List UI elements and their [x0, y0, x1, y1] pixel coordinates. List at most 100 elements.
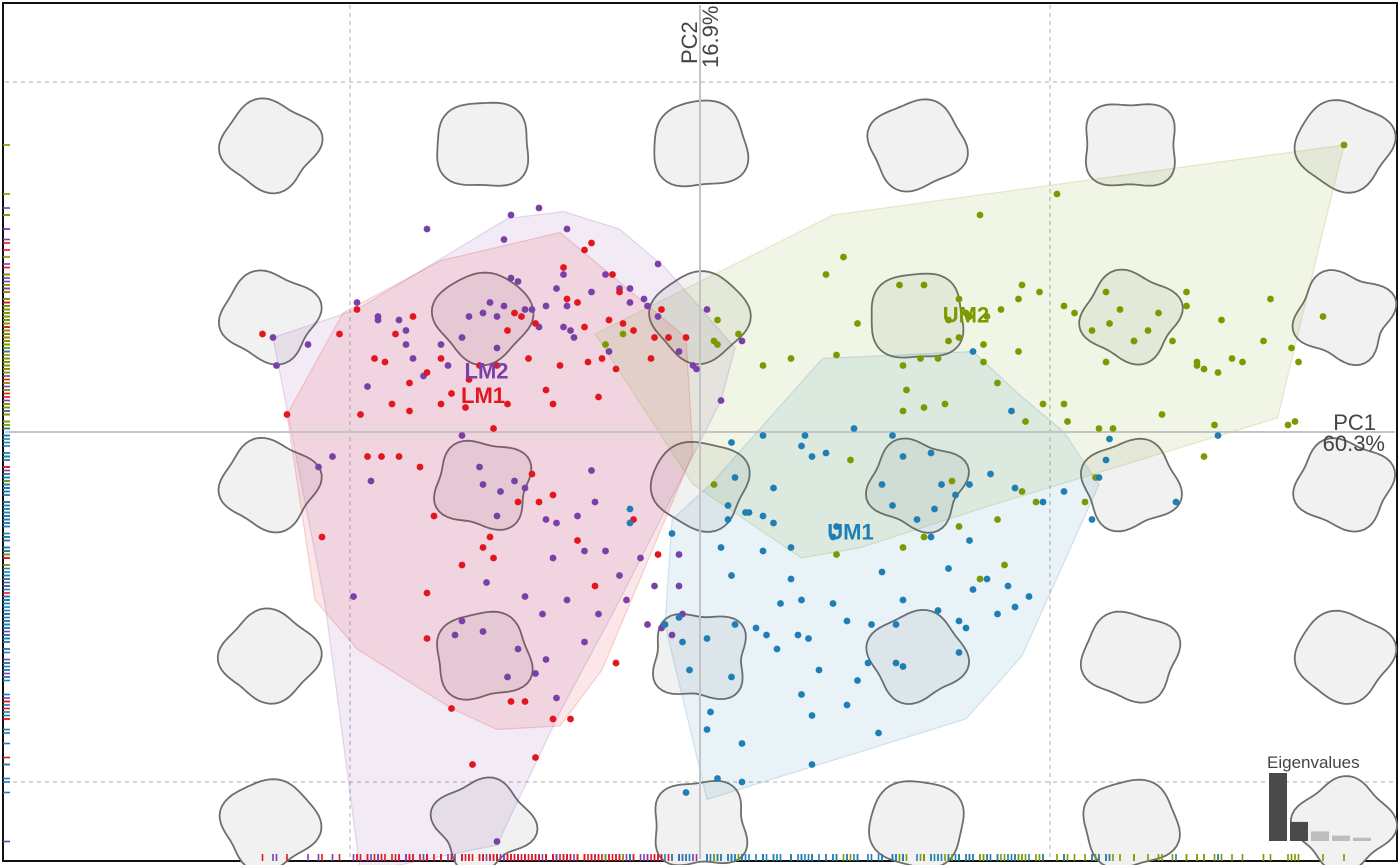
point-lm1 — [605, 316, 613, 324]
point-lm2 — [493, 838, 501, 845]
point-um1 — [728, 572, 735, 579]
point-um2 — [1291, 418, 1299, 425]
point-lm2 — [567, 327, 574, 334]
point-lm1 — [609, 271, 616, 278]
point-um1 — [1008, 407, 1015, 415]
point-um1 — [987, 470, 994, 478]
group-label-lm2: LM2 — [465, 358, 509, 383]
point-lm1 — [532, 754, 539, 761]
point-um1 — [899, 596, 907, 604]
point-lm1 — [647, 355, 655, 362]
point-um1 — [794, 631, 802, 639]
morphospace-shape-r2-c3 — [864, 437, 970, 534]
point-um1 — [927, 533, 935, 541]
point-lm1 — [465, 376, 473, 383]
point-lm1 — [381, 358, 389, 366]
point-lm2 — [581, 547, 588, 555]
point-um1 — [966, 481, 973, 488]
point-um1 — [889, 432, 896, 439]
point-lm2 — [528, 306, 536, 313]
point-lm2 — [654, 260, 662, 268]
point-lm1 — [549, 491, 557, 499]
point-lm1 — [542, 386, 550, 394]
point-um2 — [1267, 295, 1274, 303]
morphospace-shape-r1-c0 — [217, 269, 323, 366]
point-um1 — [1060, 488, 1068, 495]
point-um2 — [980, 358, 987, 366]
point-um1 — [661, 621, 669, 628]
point-lm2 — [350, 593, 357, 600]
point-um2 — [983, 313, 991, 320]
point-um2 — [833, 351, 840, 359]
point-um2 — [920, 533, 928, 541]
point-lm1 — [581, 246, 588, 254]
point-um1 — [994, 610, 1001, 618]
point-um1 — [889, 502, 896, 509]
point-lm2 — [542, 302, 550, 310]
rug-marks — [3, 144, 1345, 861]
point-lm2 — [493, 512, 501, 520]
point-um2 — [920, 281, 928, 289]
x-axis-title: PC1 — [1333, 410, 1376, 435]
point-lm2 — [588, 467, 595, 474]
point-lm2 — [465, 313, 473, 320]
point-um1 — [875, 729, 882, 737]
point-lm1 — [458, 561, 466, 569]
morphospace-shape-r4-c2 — [654, 779, 749, 865]
point-um1 — [738, 778, 746, 786]
point-lm2 — [514, 645, 522, 653]
group-label-lm1: LM1 — [461, 383, 505, 408]
point-um1 — [913, 516, 921, 523]
point-um1 — [626, 505, 634, 513]
point-lm2 — [532, 670, 539, 677]
point-um1 — [1025, 593, 1033, 600]
eigenvalue-bar-1 — [1269, 773, 1287, 841]
point-um2 — [787, 355, 795, 362]
morphospace-shape-r1-c5 — [1291, 269, 1398, 367]
point-lm2 — [581, 638, 588, 646]
point-um1 — [1004, 582, 1012, 590]
point-lm1 — [416, 463, 424, 471]
point-lm2 — [444, 362, 452, 369]
point-lm1 — [651, 334, 658, 341]
morphospace-shape-r4-c4 — [1082, 778, 1181, 865]
point-um2 — [1319, 313, 1327, 320]
point-lm1 — [392, 330, 399, 338]
point-lm1 — [525, 355, 532, 362]
point-lm2 — [507, 211, 515, 219]
point-lm2 — [273, 362, 280, 369]
point-um2 — [714, 341, 721, 348]
point-lm1 — [504, 400, 511, 408]
point-um2 — [994, 379, 1001, 387]
point-lm1 — [318, 533, 326, 541]
point-um1 — [759, 432, 767, 439]
point-lm1 — [567, 715, 574, 723]
point-lm2 — [675, 551, 683, 558]
point-um1 — [934, 607, 942, 614]
point-um2 — [1116, 306, 1124, 313]
point-lm2 — [553, 285, 560, 292]
point-lm1 — [353, 306, 361, 313]
point-lm2 — [588, 288, 595, 296]
point-lm2 — [367, 477, 375, 485]
point-lm1 — [490, 554, 497, 562]
point-um1 — [829, 600, 837, 607]
point-um1 — [1095, 474, 1103, 481]
point-um1 — [763, 631, 770, 639]
point-um2 — [1200, 453, 1208, 460]
point-um1 — [899, 453, 907, 460]
point-lm2 — [616, 572, 623, 579]
point-um1 — [770, 519, 777, 527]
point-lm2 — [738, 337, 746, 345]
point-um2 — [1102, 358, 1110, 366]
point-um1 — [822, 449, 830, 457]
point-um1 — [892, 621, 900, 628]
point-lm2 — [595, 610, 602, 618]
point-lm2 — [640, 295, 648, 303]
point-um2 — [1109, 425, 1117, 432]
point-um1 — [675, 614, 683, 621]
morphospace-shape-r2-c0 — [217, 436, 323, 534]
point-um1 — [878, 568, 886, 576]
point-lm1 — [521, 698, 529, 705]
point-um2 — [710, 481, 718, 488]
